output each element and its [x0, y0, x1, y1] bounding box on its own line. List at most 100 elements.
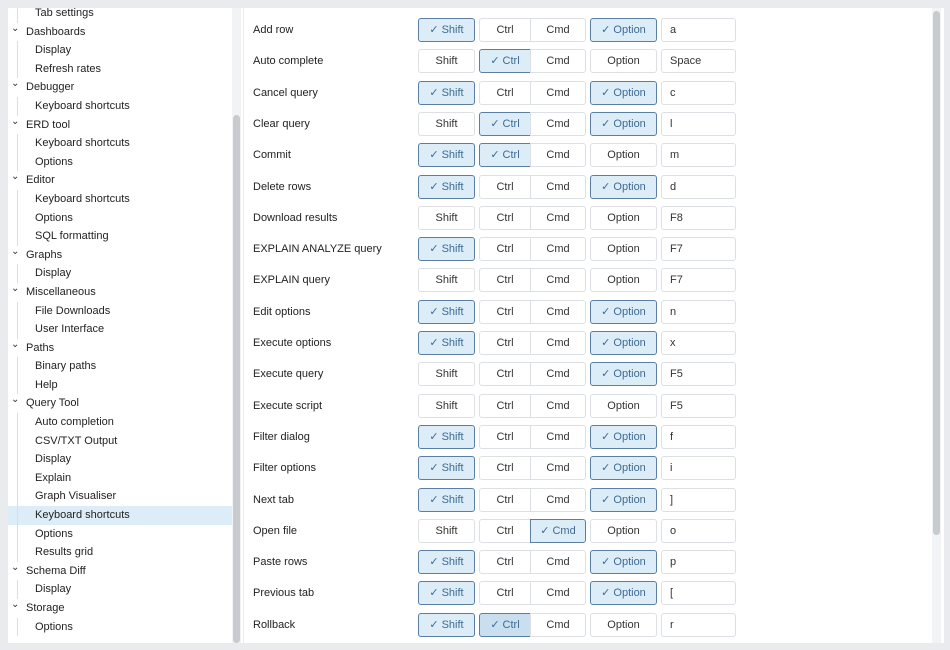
- cmd-toggle[interactable]: Cmd: [530, 18, 586, 42]
- tree-group[interactable]: ⌄ Editor: [8, 171, 232, 190]
- key-input[interactable]: F7: [661, 237, 736, 262]
- key-input[interactable]: m: [661, 143, 736, 168]
- key-input[interactable]: f: [661, 424, 736, 449]
- shift-toggle[interactable]: ✓ Shift: [418, 331, 475, 355]
- shift-toggle[interactable]: ✓ Shift: [418, 18, 475, 42]
- chevron-down-icon[interactable]: ⌄: [11, 171, 20, 183]
- tree-group[interactable]: ⌄ Query Tool: [8, 394, 232, 413]
- ctrl-toggle[interactable]: Ctrl: [479, 581, 531, 606]
- tree-item[interactable]: Refresh rates: [8, 59, 232, 79]
- ctrl-toggle[interactable]: Ctrl: [479, 174, 531, 199]
- shift-toggle[interactable]: Shift: [418, 362, 475, 387]
- tree-item[interactable]: File Downloads: [8, 301, 232, 321]
- option-toggle[interactable]: Option: [590, 49, 657, 74]
- cmd-toggle[interactable]: Cmd: [530, 456, 586, 481]
- ctrl-toggle[interactable]: Ctrl: [479, 80, 531, 105]
- shift-toggle[interactable]: ✓ Shift: [418, 299, 475, 324]
- shift-toggle[interactable]: ✓ Shift: [418, 143, 475, 168]
- key-input[interactable]: F5: [661, 393, 736, 418]
- key-input[interactable]: d: [661, 174, 736, 199]
- option-toggle[interactable]: ✓ Option: [590, 111, 657, 136]
- shift-toggle[interactable]: Shift: [418, 393, 475, 418]
- tree-item[interactable]: Auto completion: [8, 413, 232, 432]
- ctrl-toggle[interactable]: ✓ Ctrl: [479, 49, 531, 74]
- key-input[interactable]: x: [661, 331, 736, 355]
- tree-item[interactable]: Keyboard shortcuts: [8, 96, 232, 116]
- shift-toggle[interactable]: ✓ Shift: [418, 424, 475, 449]
- chevron-down-icon[interactable]: ⌄: [11, 394, 20, 406]
- tree-item[interactable]: Graph Visualiser: [8, 487, 232, 506]
- key-input[interactable]: o: [661, 518, 736, 543]
- key-input[interactable]: i: [661, 456, 736, 481]
- option-toggle[interactable]: ✓ Option: [590, 550, 657, 575]
- option-toggle[interactable]: ✓ Option: [590, 362, 657, 387]
- tree-item[interactable]: Keyboard shortcuts: [8, 189, 232, 209]
- cmd-toggle[interactable]: Cmd: [530, 612, 586, 637]
- tree-item[interactable]: Keyboard shortcuts: [8, 506, 232, 525]
- tree-item[interactable]: Options: [8, 524, 232, 544]
- tree-group[interactable]: ⌄ ERD tool: [8, 116, 232, 135]
- tree-item[interactable]: Explain: [8, 468, 232, 488]
- chevron-down-icon[interactable]: ⌄: [11, 245, 20, 257]
- key-input[interactable]: n: [661, 299, 736, 324]
- ctrl-toggle[interactable]: Ctrl: [479, 518, 531, 543]
- option-toggle[interactable]: ✓ Option: [590, 80, 657, 105]
- option-toggle[interactable]: ✓ Option: [590, 18, 657, 42]
- ctrl-toggle[interactable]: Ctrl: [479, 550, 531, 575]
- option-toggle[interactable]: ✓ Option: [590, 424, 657, 449]
- tree-item[interactable]: Results grid: [8, 543, 232, 562]
- ctrl-toggle[interactable]: ✓ Ctrl: [479, 111, 531, 136]
- option-toggle[interactable]: Option: [590, 393, 657, 418]
- tree-item[interactable]: Help: [8, 375, 232, 395]
- cmd-toggle[interactable]: Cmd: [530, 143, 586, 168]
- sidebar-scrollbar[interactable]: [232, 8, 241, 643]
- key-input[interactable]: [: [661, 581, 736, 606]
- tree-group[interactable]: ⌄ Dashboards: [8, 23, 232, 42]
- shift-toggle[interactable]: ✓ Shift: [418, 80, 475, 105]
- cmd-toggle[interactable]: Cmd: [530, 331, 586, 355]
- shift-toggle[interactable]: ✓ Shift: [418, 174, 475, 199]
- tree-item[interactable]: User Interface: [8, 320, 232, 339]
- ctrl-toggle[interactable]: ✓ Ctrl: [479, 612, 531, 637]
- chevron-down-icon[interactable]: ⌄: [11, 22, 20, 34]
- ctrl-toggle[interactable]: Ctrl: [479, 205, 531, 230]
- tree-item[interactable]: Tab settings: [8, 8, 232, 23]
- cmd-toggle[interactable]: Cmd: [530, 49, 586, 74]
- ctrl-toggle[interactable]: Ctrl: [479, 362, 531, 387]
- tree-group[interactable]: ⌄ Debugger: [8, 78, 232, 97]
- ctrl-toggle[interactable]: Ctrl: [479, 393, 531, 418]
- cmd-toggle[interactable]: Cmd: [530, 205, 586, 230]
- cmd-toggle[interactable]: Cmd: [530, 550, 586, 575]
- chevron-down-icon[interactable]: ⌄: [11, 282, 20, 294]
- tree-item[interactable]: CSV/TXT Output: [8, 431, 232, 451]
- key-input[interactable]: r: [661, 612, 736, 637]
- option-toggle[interactable]: Option: [590, 205, 657, 230]
- chevron-down-icon[interactable]: ⌄: [11, 78, 20, 90]
- ctrl-toggle[interactable]: Ctrl: [479, 18, 531, 42]
- cmd-toggle[interactable]: Cmd: [530, 424, 586, 449]
- shift-toggle[interactable]: ✓ Shift: [418, 237, 475, 262]
- ctrl-toggle[interactable]: Ctrl: [479, 237, 531, 262]
- cmd-toggle[interactable]: Cmd: [530, 393, 586, 418]
- shift-toggle[interactable]: ✓ Shift: [418, 550, 475, 575]
- tree-item[interactable]: Binary paths: [8, 357, 232, 376]
- main-scrollbar-thumb[interactable]: [933, 11, 940, 535]
- chevron-down-icon[interactable]: ⌄: [11, 338, 20, 350]
- key-input[interactable]: F5: [661, 362, 736, 387]
- option-toggle[interactable]: ✓ Option: [590, 299, 657, 324]
- key-input[interactable]: p: [661, 550, 736, 575]
- shift-toggle[interactable]: Shift: [418, 111, 475, 136]
- option-toggle[interactable]: Option: [590, 612, 657, 637]
- key-input[interactable]: a: [661, 18, 736, 42]
- shift-toggle[interactable]: ✓ Shift: [418, 456, 475, 481]
- tree-item[interactable]: SQL formatting: [8, 227, 232, 246]
- shift-toggle[interactable]: Shift: [418, 518, 475, 543]
- key-input[interactable]: ]: [661, 487, 736, 512]
- key-input[interactable]: F7: [661, 268, 736, 293]
- shift-toggle[interactable]: ✓ Shift: [418, 487, 475, 512]
- sidebar-scrollbar-thumb[interactable]: [233, 115, 240, 643]
- ctrl-toggle[interactable]: Ctrl: [479, 299, 531, 324]
- chevron-down-icon[interactable]: ⌄: [11, 561, 20, 573]
- option-toggle[interactable]: Option: [590, 237, 657, 262]
- key-input[interactable]: l: [661, 111, 736, 136]
